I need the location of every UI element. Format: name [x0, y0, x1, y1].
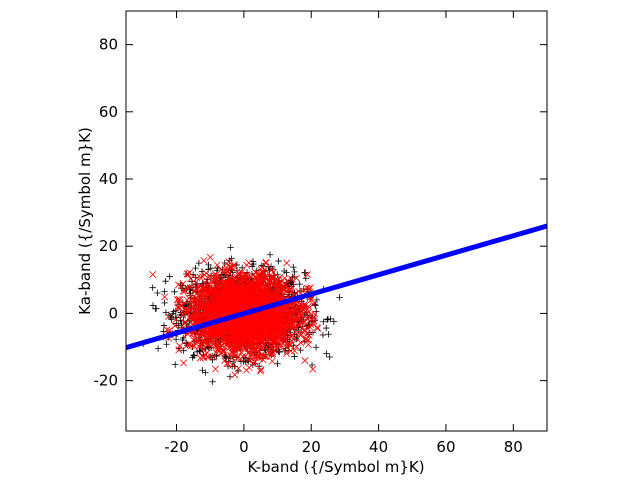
x-tick-label: 0 [239, 438, 249, 456]
y-tick-label: 40 [99, 170, 118, 188]
series-cross-markers [149, 253, 322, 379]
marker-path [149, 253, 322, 379]
fit-line [126, 223, 547, 351]
y-tick-label: 20 [99, 237, 118, 255]
x-tick-label: 80 [504, 438, 523, 456]
x-tick-label: 20 [302, 438, 321, 456]
y-tick-labels: -20 0 20 40 60 80 [94, 36, 119, 390]
x-tick-label: 60 [436, 438, 455, 456]
axis-ticks [126, 11, 547, 431]
y-axis-label: Ka-band ({/Symbol m}K) [76, 127, 94, 315]
y-tick-label: 80 [99, 36, 118, 54]
x-tick-labels: -20 0 20 40 60 80 [164, 438, 523, 456]
plot-area [126, 223, 547, 385]
x-tick-label: 40 [369, 438, 388, 456]
x-axis-label: K-band ({/Symbol m}K) [247, 458, 424, 476]
y-tick-label: 0 [108, 304, 118, 322]
plot-frame [125, 10, 548, 432]
x-tick-label: -20 [164, 438, 189, 456]
y-tick-label: 60 [99, 103, 118, 121]
y-tick-label: -20 [94, 372, 119, 390]
